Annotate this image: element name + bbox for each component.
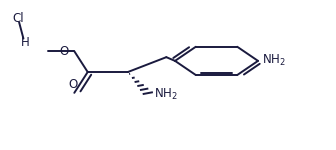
Text: Cl: Cl — [12, 12, 24, 25]
Text: H: H — [21, 36, 30, 49]
Text: NH$_2$: NH$_2$ — [154, 87, 177, 102]
Text: NH$_2$: NH$_2$ — [262, 53, 286, 68]
Text: O: O — [68, 78, 77, 91]
Text: O: O — [59, 45, 68, 58]
